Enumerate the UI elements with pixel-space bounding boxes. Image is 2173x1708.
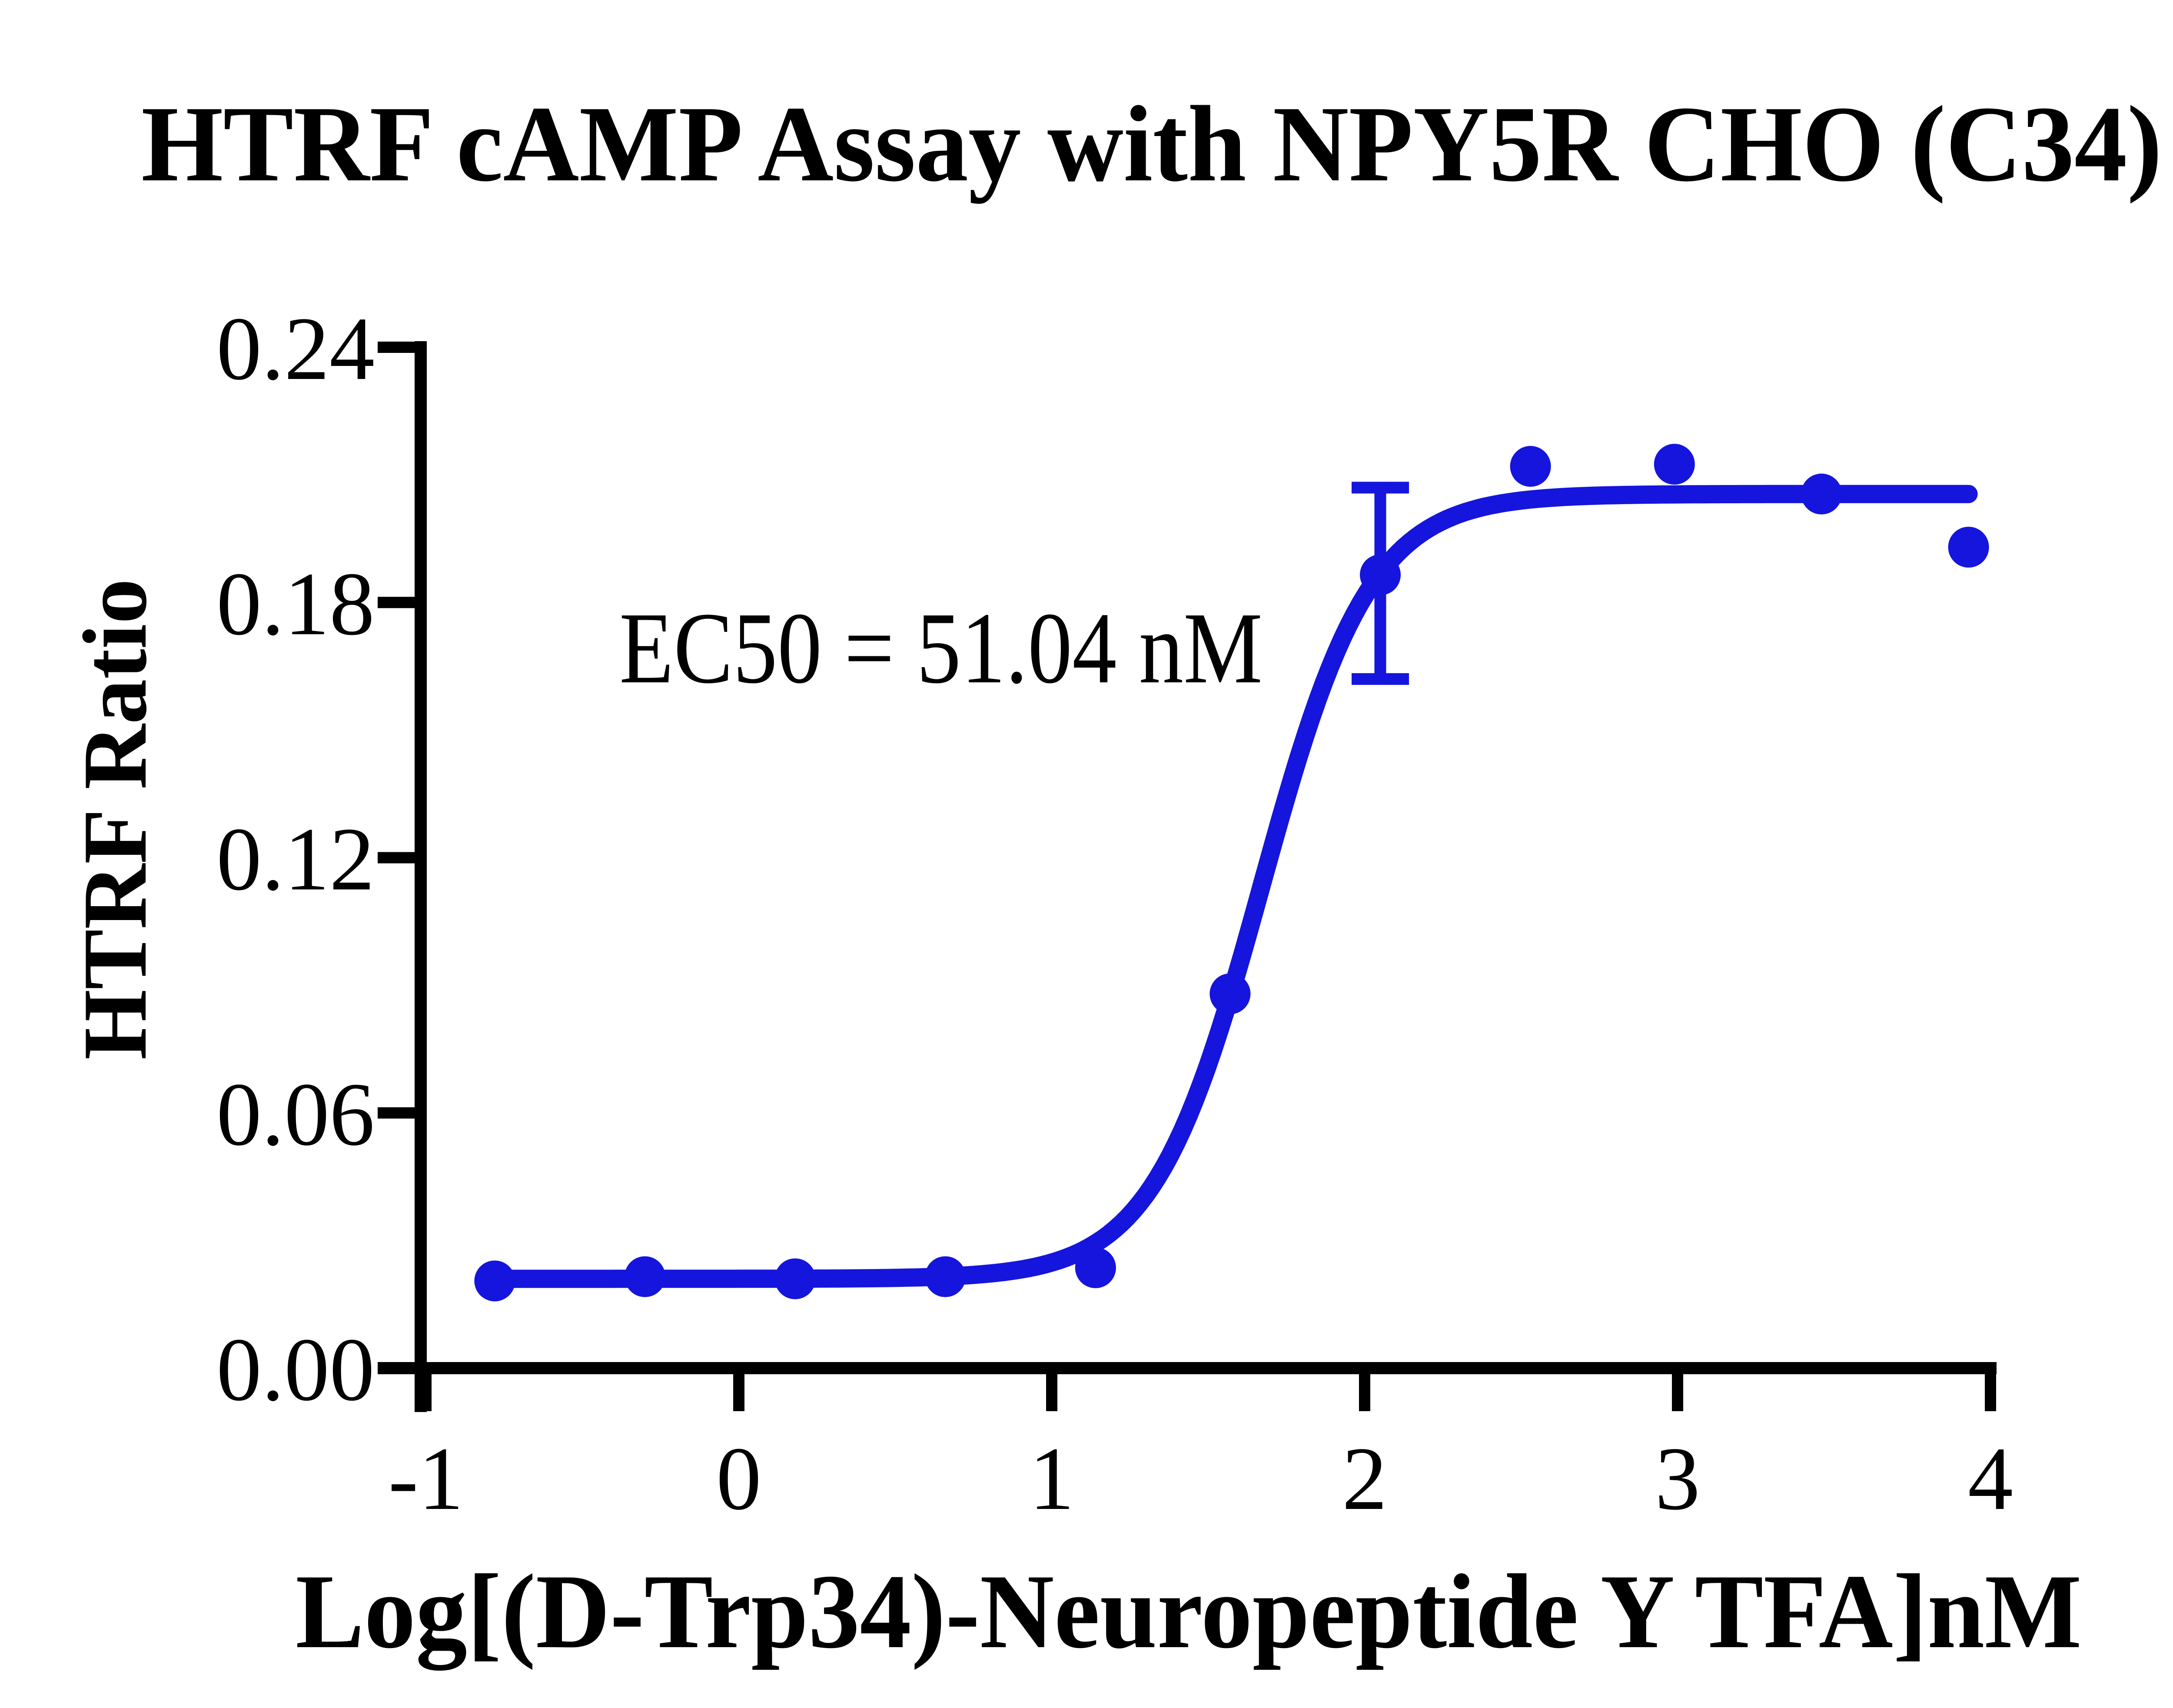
data-point: [625, 1256, 665, 1297]
x-tick-label: 3: [1655, 1429, 1700, 1529]
y-tick-label: 0.12: [216, 809, 375, 909]
data-series: [474, 444, 1989, 1302]
x-tick-label: 4: [1968, 1429, 2013, 1529]
data-point: [1360, 554, 1401, 595]
y-tick-label: 0.06: [216, 1064, 375, 1164]
y-tick-label: 0.18: [216, 554, 375, 654]
x-tick-label: 1: [1029, 1429, 1074, 1529]
data-point: [774, 1258, 816, 1299]
data-point: [1801, 473, 1842, 515]
data-point: [1510, 446, 1551, 487]
x-tick-label: -1: [388, 1429, 463, 1529]
y-tick-label: 0.00: [216, 1319, 375, 1419]
x-axis-title: Log[(D-Trp34)-Neuropeptide Y TFA]nM: [296, 1552, 2082, 1671]
data-point: [1209, 973, 1251, 1014]
data-point: [1948, 527, 1989, 568]
data-point: [474, 1260, 515, 1302]
x-tick-label: 2: [1342, 1429, 1387, 1529]
data-point: [1075, 1247, 1116, 1289]
data-point: [1654, 444, 1695, 485]
x-tick-label: 0: [716, 1429, 761, 1529]
data-point: [925, 1256, 966, 1297]
chart-title: HTRF cAMP Assay with NPY5R CHO (C34): [141, 84, 2162, 204]
ec50-annotation: EC50 = 51.04 nM: [619, 591, 1263, 704]
y-axis-title: HTRF Ratio: [65, 579, 166, 1060]
axes: -1 0 1 2 3 4 0.00 0.06 0.12 0.18 0.24: [216, 299, 2013, 1529]
y-tick-label: 0.24: [216, 299, 375, 399]
